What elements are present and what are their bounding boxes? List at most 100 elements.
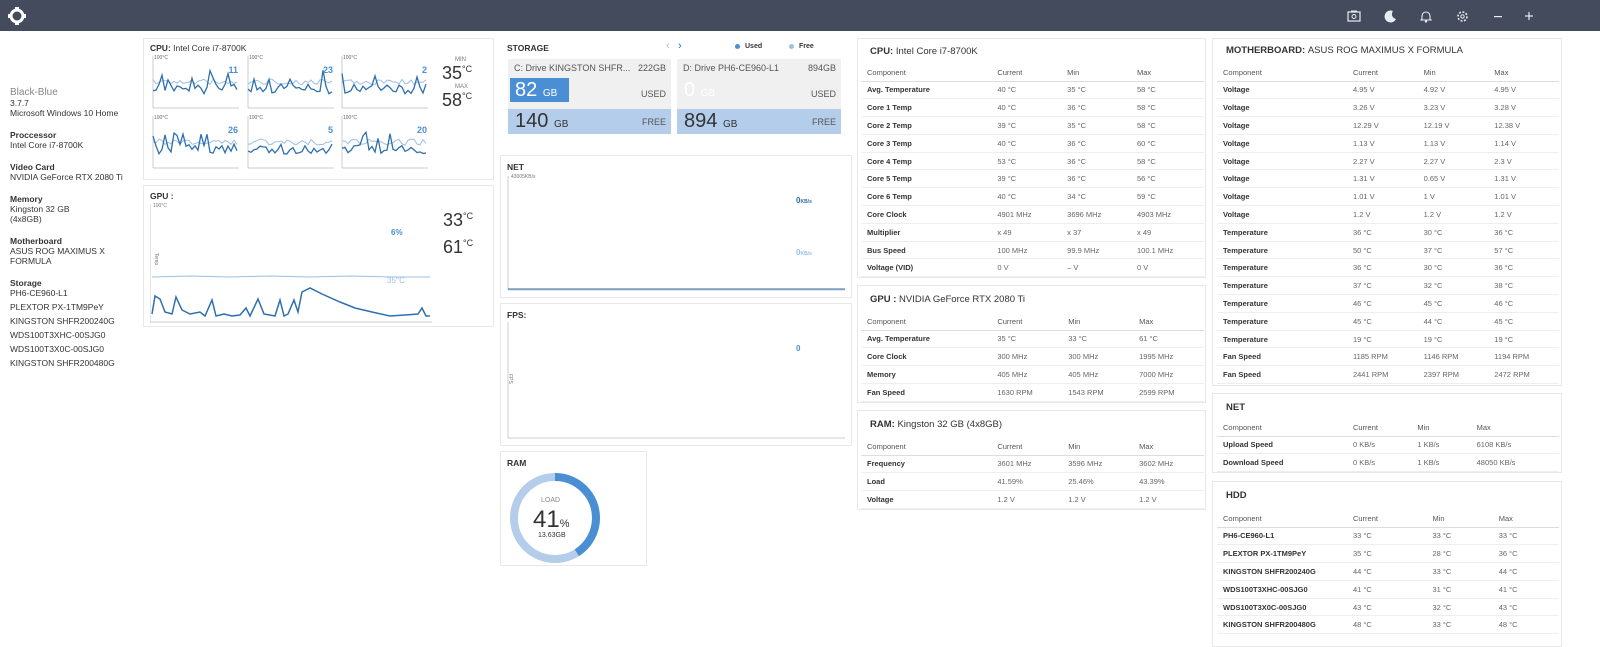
net-upload-value: 0KB/s [796, 196, 812, 205]
table-cell: 300 MHz [991, 347, 1063, 367]
table-cell: 59 °C [1130, 187, 1204, 207]
table-cell: 2441 RPM [1346, 365, 1418, 385]
table-cell: 3596 MHz [1062, 455, 1134, 474]
table-cell: 46 °C [1488, 294, 1559, 313]
table-cell: 12.38 V [1488, 116, 1559, 135]
table-cell: Core Clock [861, 347, 992, 367]
storage-item: KINGSTON SHFR200480G [10, 358, 115, 368]
table-cell: 2472 RPM [1488, 365, 1559, 385]
table-cell: Core 3 Temp [861, 134, 992, 153]
core-load-value: 2 [421, 65, 427, 75]
min-label: MIN [455, 57, 466, 63]
drive-used-word: USED [810, 89, 836, 99]
table-cell: 33 °C [1346, 527, 1427, 546]
table-cell: 1.31 V [1488, 169, 1559, 189]
table-cell: 48050 KB/s [1470, 453, 1559, 473]
minimize-icon[interactable] [1489, 7, 1507, 25]
used-legend-dot [735, 44, 740, 49]
memory-label: Memory [10, 194, 43, 204]
table-cell: 35 °C [1346, 544, 1427, 564]
core-temp-line [247, 78, 333, 86]
gear-icon[interactable] [1453, 7, 1471, 25]
table-cell: 35 °C [1061, 81, 1131, 100]
column-header: Min [1417, 64, 1489, 82]
table-cell: 1146 RPM [1417, 347, 1489, 367]
net-download-value: 0KB/s [796, 248, 812, 257]
table-cell: 61 °C [1133, 330, 1204, 349]
table-cell: Temperature [1217, 312, 1347, 331]
table-row: Core 6 Temp 40 °C 34 °C 59 °C [861, 187, 1204, 207]
chevron-left-icon[interactable]: ‹ [666, 40, 670, 52]
table-cell: 6108 KB/s [1470, 436, 1559, 455]
column-header: Component [1217, 419, 1347, 437]
ram-gauge-arc [510, 473, 600, 563]
table-row: Temperature 36 °C 30 °C 36 °C [1217, 258, 1559, 278]
table-cell: Frequency [861, 455, 992, 474]
table-cell: 45 °C [1346, 312, 1418, 331]
table-cell: 31 °C [1426, 580, 1493, 599]
table-cell: 1995 MHz [1133, 347, 1204, 367]
table-row: Bus Speed 100 MHz 99.9 MHz 100.1 MHz [861, 241, 1204, 260]
column-header: Current [1346, 510, 1427, 528]
table-cell: 405 MHz [991, 365, 1063, 384]
table-cell: 41.59% [991, 472, 1063, 492]
column-header: Component [861, 313, 992, 331]
table-row: PLEXTOR PX-1TM9PeY 35 °C 28 °C 36 °C [1217, 544, 1559, 564]
table-cell: 1 KB/s [1411, 436, 1471, 455]
table-row: Voltage 1.2 V 1.2 V 1.2 V [861, 490, 1204, 509]
table-cell: 1630 RPM [991, 383, 1063, 402]
table-cell: 1.2 V [1346, 205, 1418, 224]
table-cell: Multiplier [861, 223, 992, 242]
table-cell: Fan Speed [1217, 365, 1347, 385]
ram-table-title: RAM: Kingston 32 GB (4x8GB) [870, 419, 1003, 430]
table-cell: 43.39% [1133, 472, 1204, 492]
videocard-label: Video Card [10, 162, 55, 172]
drive-d-card[interactable]: D: Drive PH6-CE960-L1 894GB 0 GB USED [677, 59, 841, 112]
chevron-right-icon[interactable]: › [678, 40, 682, 52]
table-row: Load 41.59% 25.46% 43.39% [861, 472, 1204, 492]
cpu-table: Component Current Min Max Avg. Temperature 40… [861, 64, 1204, 278]
bell-icon[interactable] [1417, 7, 1435, 25]
drive-c-card[interactable]: C: Drive KINGSTON SHFR... 222GB 82 GB US… [508, 59, 671, 112]
gpu-table: Component Current Min Max Avg. Temperature 35… [861, 313, 1204, 402]
motherboard-table-panel: MOTHERBOARD: ASUS ROG MAXIMUS X FORMULA … [1212, 38, 1562, 386]
table-cell: x 37 [1061, 223, 1131, 242]
maximize-icon[interactable] [1520, 7, 1538, 25]
table-cell: 4.92 V [1417, 81, 1489, 100]
table-cell: 39 °C [991, 169, 1062, 189]
table-cell: 37 °C [1417, 241, 1489, 260]
table-cell: Avg. Temperature [861, 81, 992, 100]
app-logo-icon[interactable] [8, 7, 26, 25]
table-cell: 32 °C [1426, 598, 1493, 617]
table-row: Core Clock 300 MHz 300 MHz 1995 MHz [861, 347, 1204, 367]
cpu-core-chart: 100°C 5 [247, 112, 335, 170]
gpu-table-panel: GPU : NVIDIA GeForce RTX 2080 Ti Compone… [857, 285, 1206, 403]
column-header: Min [1411, 419, 1471, 437]
cpu-core-chart: 100°C 26 [152, 112, 240, 170]
table-cell: 36 °C [1488, 223, 1559, 242]
cpu-panel: CPU: Intel Core i7-8700K 100°C 11 100°C 23 1… [143, 38, 494, 180]
moon-icon[interactable] [1381, 7, 1399, 25]
table-cell: 36 °C [1492, 544, 1559, 564]
table-cell: 3696 MHz [1061, 205, 1131, 224]
table-cell: Temperature [1217, 223, 1347, 242]
table-cell: 28 °C [1426, 544, 1493, 564]
table-cell: Voltage [1217, 134, 1347, 153]
screenshot-icon[interactable] [1345, 7, 1363, 25]
table-row: Voltage 1.2 V 1.2 V 1.2 V [1217, 205, 1559, 224]
table-cell: 2599 RPM [1133, 383, 1204, 402]
table-cell: Voltage [1217, 81, 1347, 100]
table-cell: 58 °C [1130, 152, 1204, 171]
table-row: Download Speed 0 KB/s 1 KB/s 48050 KB/s [1217, 453, 1559, 473]
theme-name[interactable]: Black-Blue [10, 87, 58, 98]
cpu-table-panel: CPU: Intel Core i7-8700K Component Curren… [857, 38, 1206, 278]
table-cell: 19 °C [1417, 330, 1489, 349]
table-row: Fan Speed 1630 RPM 1543 RPM 2599 RPM [861, 383, 1204, 402]
table-cell: 405 MHz [1062, 365, 1134, 384]
core-load-line [247, 142, 333, 155]
column-header: Min [1426, 510, 1493, 528]
table-cell: Temperature [1217, 241, 1347, 260]
table-cell: 1.2 V [1488, 205, 1559, 224]
core-scale: 100°C [154, 55, 168, 61]
core-load-line [247, 70, 333, 95]
